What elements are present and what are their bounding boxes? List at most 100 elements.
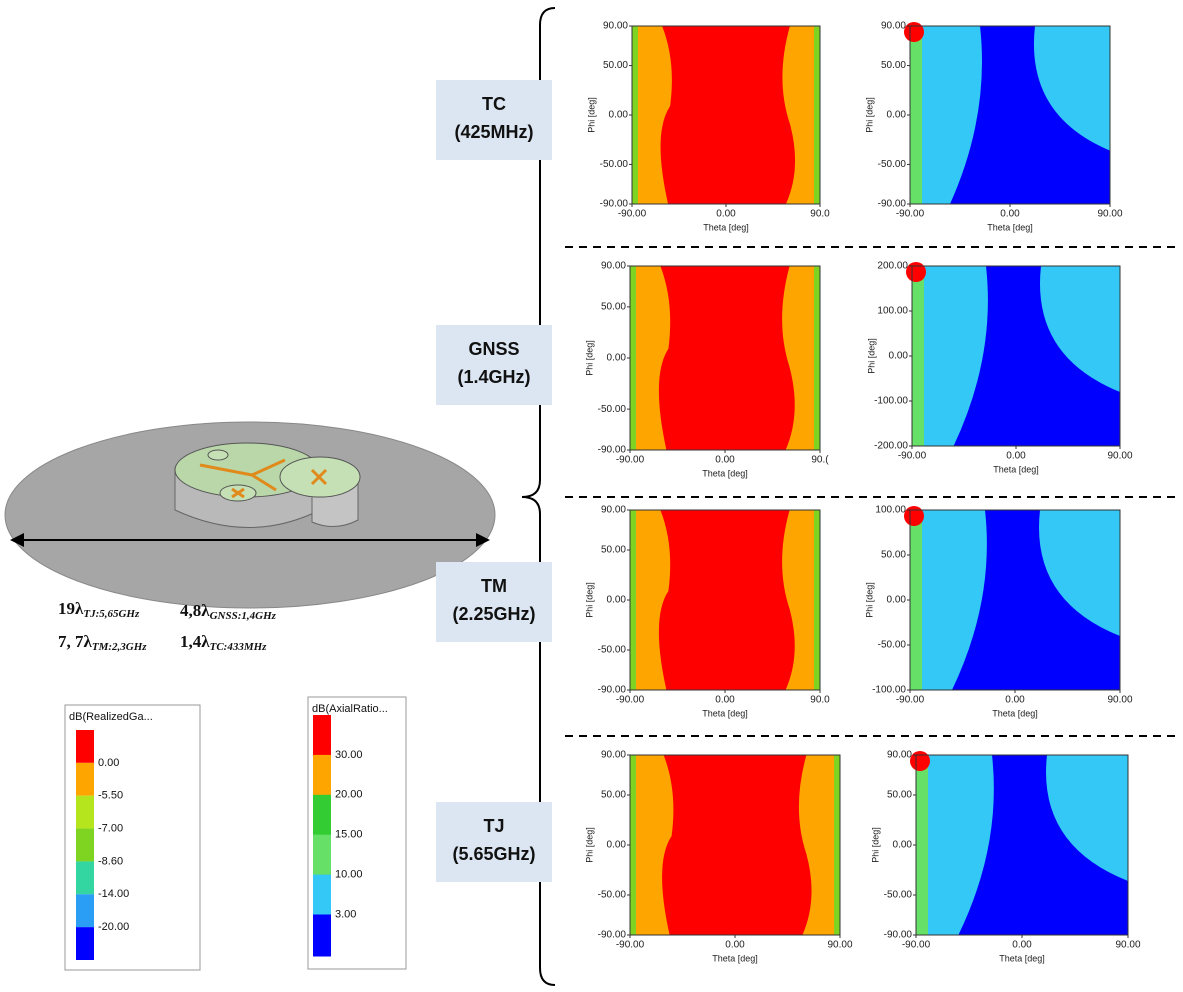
separators xyxy=(565,246,1180,737)
y-tick-label: 90.00 xyxy=(601,505,626,516)
x-tick-label: 0.00 xyxy=(1000,209,1020,220)
legend-level: 10.00 xyxy=(335,869,363,881)
x-tick-label: 0.00 xyxy=(725,940,745,951)
legend-level: -20.00 xyxy=(98,921,129,933)
legend-swatch xyxy=(76,795,94,829)
band-name: GNSS xyxy=(468,339,519,359)
subscript: TJ:5,65GHz xyxy=(83,608,140,620)
y-axis-label: Phi [deg] xyxy=(584,582,594,618)
contour-fill xyxy=(912,266,924,446)
legend-level: -8.60 xyxy=(98,855,123,867)
x-axis-label: Theta [deg] xyxy=(987,222,1033,232)
y-tick-label: 50.00 xyxy=(601,790,626,801)
y-tick-label: -90.00 xyxy=(598,685,627,696)
contour-plot: 90.00 50.00 0.00 -50.00 -90.00-90.00 0.00 90.0… xyxy=(584,505,830,719)
symbol: λ xyxy=(84,632,93,651)
legend-level: 30.00 xyxy=(335,749,363,761)
coef: 19 xyxy=(58,599,75,618)
x-axis-label: Theta [deg] xyxy=(993,464,1039,474)
x-axis-label: Theta [deg] xyxy=(703,222,749,232)
contour-plot: 90.00 50.00 0.00 -50.00 -90.00-90.00 0.00 90.0… xyxy=(586,21,830,233)
feed-line xyxy=(199,458,286,492)
contour-fill xyxy=(658,266,795,450)
y-tick-label: -50.00 xyxy=(598,645,627,656)
y-axis-label: Phi [deg] xyxy=(864,97,874,133)
legend-level: -5.50 xyxy=(98,790,123,802)
legend-swatch xyxy=(313,794,331,837)
x-tick-label: 0.00 xyxy=(1012,940,1032,951)
band-label-box xyxy=(436,325,552,405)
contour-fill xyxy=(910,751,930,771)
band-frequency: (2.25GHz) xyxy=(452,604,535,624)
wavelength-label: 19λTJ:5,65GHz xyxy=(58,599,140,620)
contour-plot: 90.00 50.00 0.00 -50.00 -90.00-90.00 0.00 90.0… xyxy=(870,750,1141,964)
y-tick-label: -200.00 xyxy=(874,441,908,452)
x-tick-label: 0.00 xyxy=(1005,695,1025,706)
y-tick-label: 200.00 xyxy=(877,261,908,272)
y-tick-label: 90.00 xyxy=(881,21,906,32)
contour-fill xyxy=(910,26,922,204)
subscript: GNSS:1,4GHz xyxy=(210,610,277,622)
antenna-illustration xyxy=(4,421,496,609)
x-tick-label: 90.00 xyxy=(827,940,852,951)
subscript: TC:433MHz xyxy=(210,641,268,653)
band-name: TC xyxy=(482,94,506,114)
y-tick-label: -100.00 xyxy=(872,685,906,696)
contour-fill xyxy=(834,755,840,935)
y-tick-label: 50.00 xyxy=(881,550,906,561)
y-tick-label: -50.00 xyxy=(884,890,913,901)
x-tick-label: -90.00 xyxy=(616,695,645,706)
contour-fill xyxy=(660,26,796,204)
legend-swatch xyxy=(313,914,331,957)
y-tick-label: 0.00 xyxy=(609,110,629,121)
x-tick-label: 90.0 xyxy=(810,209,830,220)
contour-fill xyxy=(814,26,820,204)
y-axis-label: Phi [deg] xyxy=(584,827,594,863)
x-tick-label: 90.00 xyxy=(1097,209,1122,220)
legend-title: dB(RealizedGa... xyxy=(69,711,153,723)
coef: 4,8 xyxy=(180,601,201,620)
contour-fill xyxy=(814,266,820,450)
contour-fill xyxy=(658,510,795,690)
brace xyxy=(521,7,556,986)
y-tick-label: 0.00 xyxy=(607,353,627,364)
y-tick-label: -50.00 xyxy=(878,159,907,170)
x-axis-label: Theta [deg] xyxy=(992,708,1038,718)
legend-level: -7.00 xyxy=(98,822,123,834)
contour-fill xyxy=(950,26,1110,204)
legend-swatch xyxy=(313,874,331,917)
contour-fill xyxy=(630,755,636,935)
y-tick-label: 0.00 xyxy=(607,840,627,851)
legend-swatch xyxy=(76,927,94,960)
x-tick-label: 90.0 xyxy=(810,695,830,706)
subscript: TM:2,3GHz xyxy=(92,641,147,653)
x-tick-label: 90.00 xyxy=(1107,451,1132,462)
x-tick-label: 90.( xyxy=(811,455,829,466)
y-axis-label: Phi [deg] xyxy=(870,827,880,863)
symbol: λ xyxy=(75,599,84,618)
y-tick-label: -50.00 xyxy=(598,404,627,415)
contour-plot: 200.00 100.00 0.00 -100.00 -200.00-90.00 0.00… xyxy=(866,261,1133,475)
x-tick-label: -90.00 xyxy=(896,695,925,706)
x-tick-label: -90.00 xyxy=(902,940,931,951)
legend-swatch xyxy=(76,894,94,928)
y-tick-label: -90.00 xyxy=(600,199,629,210)
patch xyxy=(207,449,229,461)
y-tick-label: 90.00 xyxy=(601,750,626,761)
y-tick-label: -90.00 xyxy=(598,445,627,456)
y-tick-label: 0.00 xyxy=(893,840,913,851)
contour-fill xyxy=(904,22,924,42)
legend-swatch xyxy=(76,762,94,796)
legend-level: 0.00 xyxy=(98,757,119,769)
x-tick-label: 90.00 xyxy=(1107,695,1132,706)
legend-level: -14.00 xyxy=(98,888,129,900)
legend-swatch xyxy=(76,730,94,763)
coef: 1,4 xyxy=(180,632,202,651)
band-name: TM xyxy=(481,576,507,596)
x-axis-label: Theta [deg] xyxy=(702,468,748,478)
y-axis-label: Phi [deg] xyxy=(586,97,596,133)
symbol: λ xyxy=(201,632,210,651)
x-tick-label: 0.00 xyxy=(1006,451,1026,462)
y-tick-label: -90.00 xyxy=(598,930,627,941)
